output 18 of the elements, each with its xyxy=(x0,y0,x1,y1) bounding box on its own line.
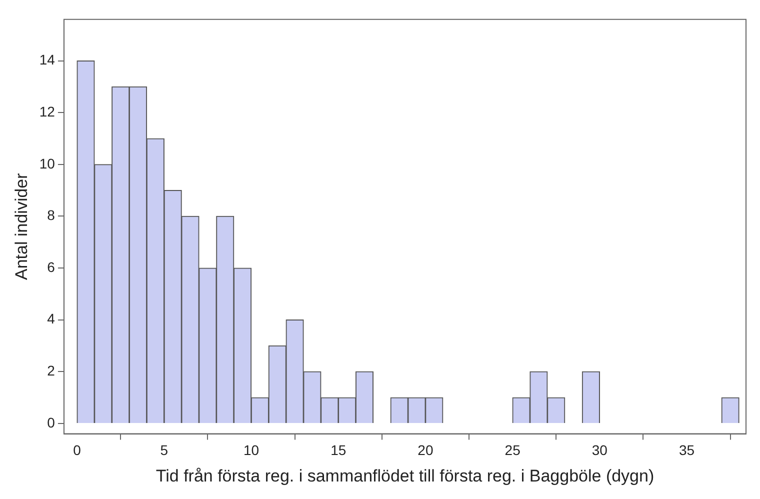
y-tick-label: 0 xyxy=(47,414,56,430)
y-axis-title: Antal individer xyxy=(12,172,31,280)
y-tick-label: 10 xyxy=(39,155,56,172)
x-tick-label: 25 xyxy=(504,442,521,458)
x-tick-label: 0 xyxy=(73,442,82,458)
y-tick-label: 8 xyxy=(47,207,56,224)
y-tick-label: 2 xyxy=(47,362,56,378)
x-axis-title: Tid från första reg. i sammanflödet till första reg. i Baggböle (dygn) xyxy=(156,466,654,486)
x-tick-label: 15 xyxy=(330,442,346,458)
y-tick-label: 6 xyxy=(47,258,56,275)
y-tick-label: 4 xyxy=(47,310,56,327)
x-tick-label: 20 xyxy=(418,442,434,458)
x-tick-label: 35 xyxy=(678,442,695,458)
y-tick-label: 12 xyxy=(39,104,56,120)
x-tick-label: 30 xyxy=(592,442,608,458)
x-tick-label: 10 xyxy=(243,442,260,458)
x-tick-label: 5 xyxy=(160,442,168,458)
y-tick-label: 14 xyxy=(39,52,56,68)
